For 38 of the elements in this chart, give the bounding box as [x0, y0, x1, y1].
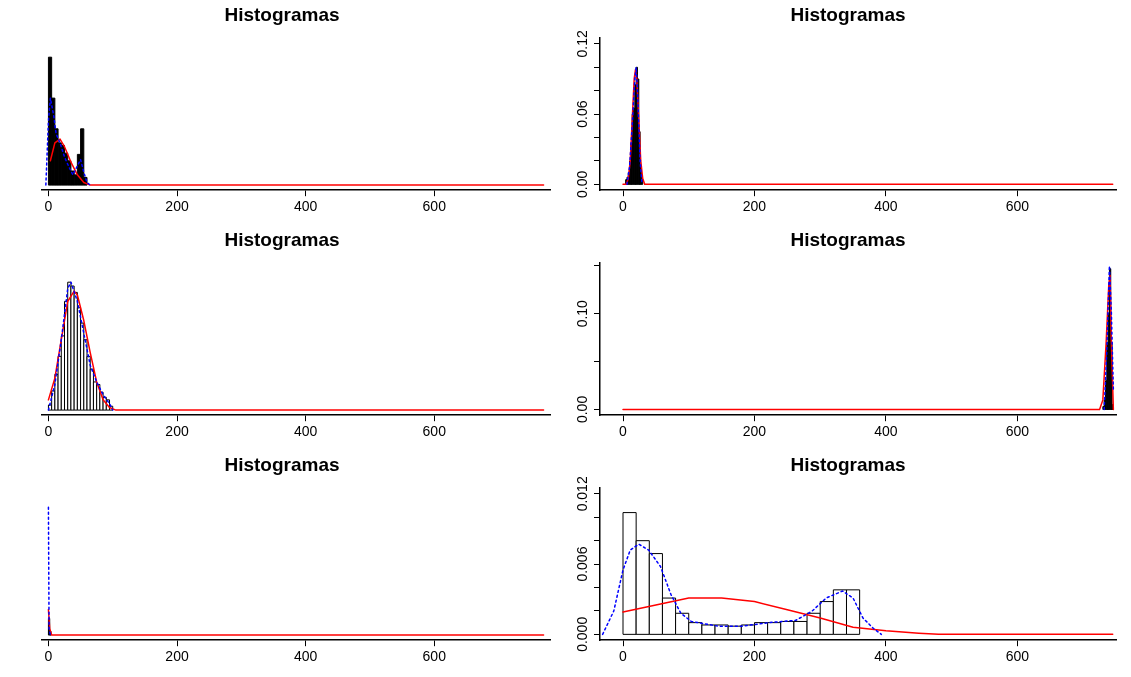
- x-tick-label: 400: [293, 648, 318, 665]
- chart-title: Histogramas: [789, 229, 907, 251]
- x-tick-label: 400: [293, 423, 318, 440]
- x-tick-label: 200: [742, 198, 767, 215]
- x-tick-label: 0: [619, 198, 628, 215]
- y-tick-label: 0.12: [573, 30, 590, 58]
- x-tick-label: 600: [1005, 648, 1030, 665]
- chart-title: Histogramas: [223, 4, 341, 26]
- y-tick-label: 0.00: [573, 395, 590, 424]
- x-tick-label: 600: [422, 648, 447, 665]
- x-tick-label: 400: [874, 648, 898, 665]
- chart-title: Histogramas: [789, 4, 907, 26]
- x-tick-label: 200: [742, 423, 767, 440]
- y-tick-label: 0.00: [573, 170, 590, 198]
- y-tick-label: 0.06: [573, 100, 590, 128]
- x-tick-label: 0: [619, 648, 628, 665]
- x-tick-label: 200: [165, 648, 189, 665]
- chart-title: Histogramas: [789, 454, 907, 476]
- x-tick-label: 0: [44, 198, 53, 215]
- x-tick-label: 200: [165, 423, 189, 440]
- x-tick-label: 600: [1005, 198, 1030, 215]
- x-tick-label: 200: [742, 648, 767, 665]
- x-tick-label: 600: [422, 198, 447, 215]
- y-tick-label: 0.10: [573, 299, 590, 328]
- x-tick-label: 400: [874, 198, 898, 215]
- y-tick-label: 0.006: [573, 546, 590, 582]
- x-tick-label: 400: [293, 198, 318, 215]
- x-tick-label: 400: [874, 423, 898, 440]
- x-tick-label: 0: [44, 423, 53, 440]
- x-tick-label: 600: [422, 423, 447, 440]
- y-tick-label: 0.000: [573, 616, 590, 652]
- y-tick-label: 0.012: [573, 476, 590, 512]
- x-tick-label: 600: [1005, 423, 1030, 440]
- x-tick-label: 0: [619, 423, 628, 440]
- chart-title: Histogramas: [223, 229, 341, 251]
- x-tick-label: 200: [165, 198, 189, 215]
- x-tick-label: 0: [44, 648, 53, 665]
- chart-title: Histogramas: [223, 454, 341, 476]
